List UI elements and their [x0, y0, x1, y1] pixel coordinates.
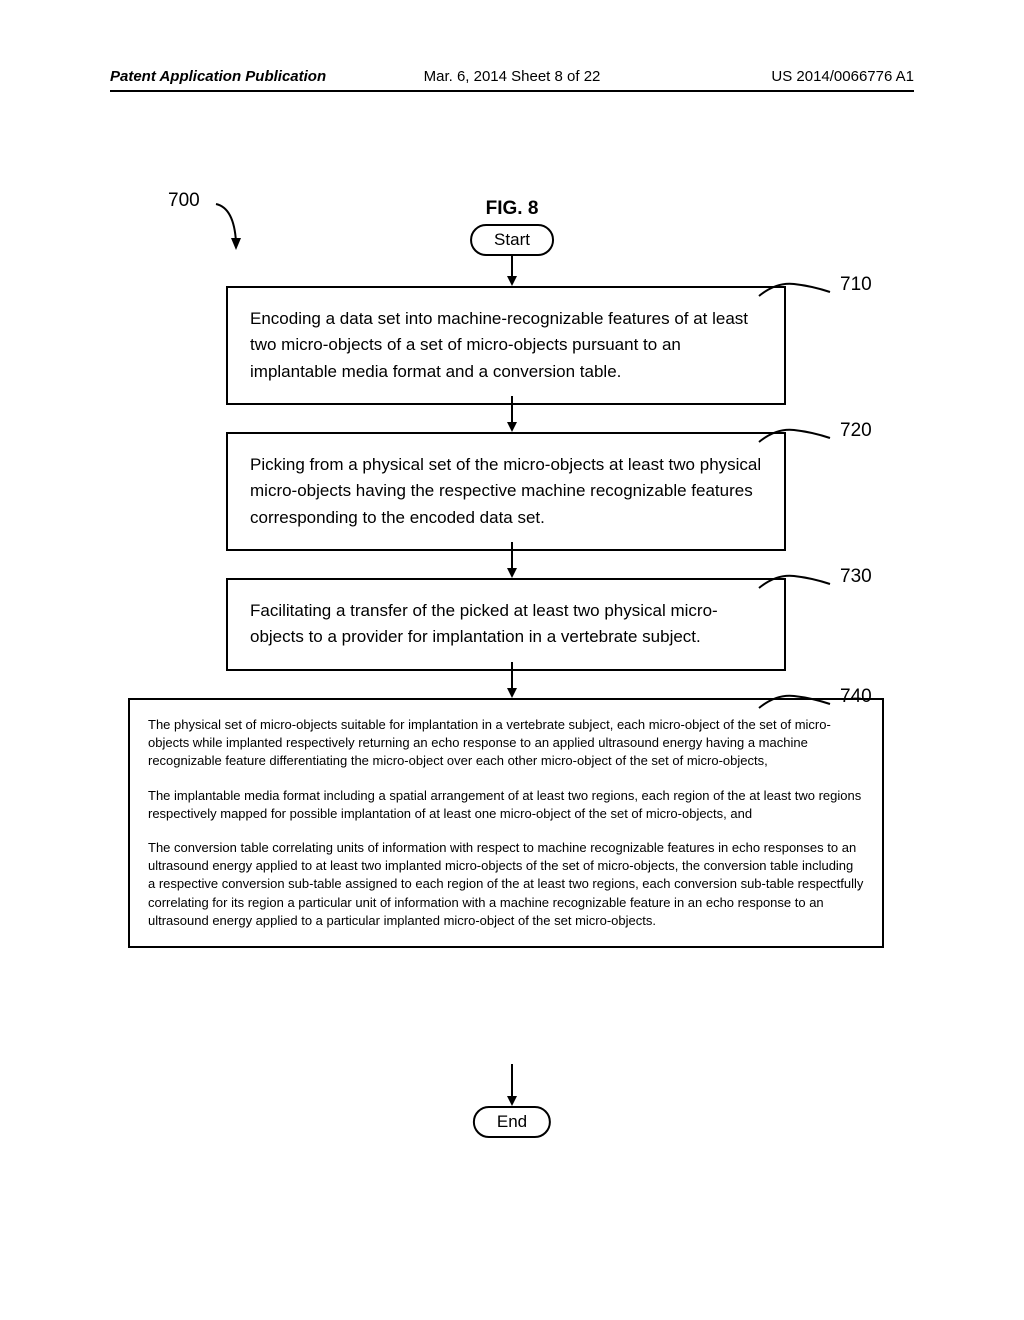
- callout-730-icon: [756, 570, 834, 592]
- step-710-box: Encoding a data set into machine-recogni…: [226, 286, 786, 405]
- header-publication-label: Patent Application Publication: [110, 68, 326, 85]
- figure-caption: FIG. 8: [486, 198, 539, 220]
- step-710-text: Encoding a data set into machine-recogni…: [250, 309, 748, 381]
- note-740-para-1: The physical set of micro-objects suitab…: [148, 716, 864, 771]
- ref-arrow-icon: [210, 198, 270, 258]
- note-740-para-3: The conversion table correlating units o…: [148, 839, 864, 930]
- callout-740-icon: [756, 690, 834, 712]
- step-730-box: Facilitating a transfer of the picked at…: [226, 578, 786, 671]
- arrow-720-730: [504, 542, 520, 578]
- callout-710-icon: [756, 278, 834, 300]
- step-720-number: 720: [840, 420, 872, 442]
- start-terminal: Start: [470, 224, 554, 256]
- end-terminal: End: [473, 1106, 551, 1138]
- arrow-start-710: [504, 256, 520, 286]
- header-divider: [110, 90, 914, 92]
- step-730-number: 730: [840, 566, 872, 588]
- step-720-text: Picking from a physical set of the micro…: [250, 455, 761, 527]
- note-740-para-2: The implantable media format including a…: [148, 787, 864, 823]
- step-710-number: 710: [840, 274, 872, 296]
- arrow-710-720: [504, 396, 520, 432]
- note-740-box: The physical set of micro-objects suitab…: [128, 698, 884, 948]
- arrow-740-end: [504, 1064, 520, 1106]
- step-730-text: Facilitating a transfer of the picked at…: [250, 601, 718, 646]
- header-date-sheet: Mar. 6, 2014 Sheet 8 of 22: [424, 68, 601, 85]
- figure-ref-number: 700: [168, 190, 200, 212]
- callout-720-icon: [756, 424, 834, 446]
- arrow-730-740: [504, 662, 520, 698]
- header-pub-number: US 2014/0066776 A1: [771, 68, 914, 85]
- note-740-number: 740: [840, 686, 872, 708]
- step-720-box: Picking from a physical set of the micro…: [226, 432, 786, 551]
